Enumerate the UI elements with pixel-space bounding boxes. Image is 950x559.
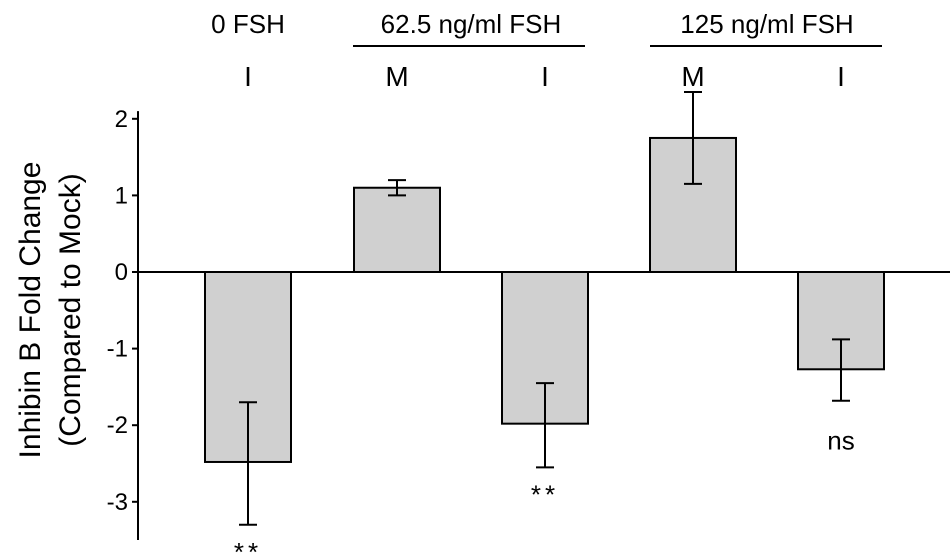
bar-category-label: I: [244, 61, 252, 92]
bar: [353, 186, 441, 274]
bars: [204, 90, 885, 526]
y-tick-label: -1: [107, 336, 128, 363]
significance-label: **: [234, 537, 262, 554]
significance-label: **: [531, 479, 559, 509]
bar-category-label: M: [681, 61, 704, 92]
y-tick-label: 1: [115, 182, 128, 209]
significance-label: ns: [827, 426, 854, 456]
y-tick-label: 2: [115, 106, 128, 133]
bar-category-label: I: [541, 61, 549, 92]
y-axis-title-line-1: Inhibin B Fold Change: [14, 162, 47, 459]
group-label: 62.5 ng/ml FSH: [381, 9, 562, 39]
y-axis-title-line-2: (Compared to Mock): [54, 173, 87, 446]
y-tick-label: -3: [107, 489, 128, 516]
bar-category-label: I: [837, 61, 845, 92]
bar-category-label: M: [385, 61, 408, 92]
y-tick-label: -2: [107, 412, 128, 439]
labels: ** I M ** I Mns I 0 FSH 62.5 ng/ml FSH 125 ng/ml …: [211, 9, 882, 559]
group-label: 0 FSH: [211, 9, 285, 39]
y-tick-label: 0: [115, 259, 128, 286]
group-label: 125 ng/ml FSH: [680, 9, 853, 39]
